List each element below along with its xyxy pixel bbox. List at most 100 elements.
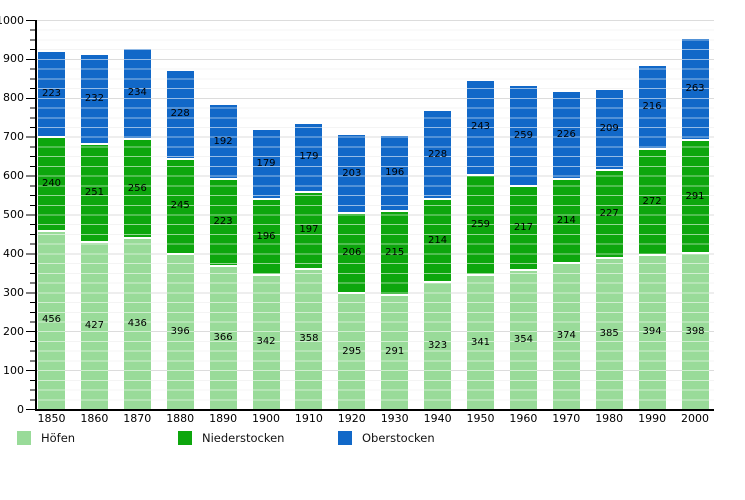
bar-value-label: 234 [127, 87, 147, 99]
x-axis-label-2000: 2000 [681, 412, 709, 425]
bar-segment-höfen-1870: 436 [123, 239, 151, 409]
bar-value-label: 427 [84, 319, 104, 331]
bar-segment-oberstocken-1880: 228 [166, 70, 194, 160]
bar-value-label: 223 [213, 216, 233, 228]
bar-value-label: 256 [127, 182, 147, 194]
bar-value-label: 179 [299, 151, 319, 163]
bar-value-label: 196 [256, 230, 276, 242]
bar-1900: 342 196 179 [252, 130, 280, 409]
bar-segment-höfen-1970: 374 [552, 263, 580, 409]
legend-item-niederstocken: Niederstocken [178, 431, 284, 445]
bar-1850: 456 240 223 [38, 51, 65, 409]
bar-1920: 295 206 203 [338, 135, 366, 409]
bar-value-label: 240 [41, 177, 62, 189]
y-axis-label-600: 600 [3, 169, 24, 183]
bar-segment-niederstocken-2000: 291 [681, 141, 709, 255]
bar-segment-höfen-1910: 358 [295, 269, 323, 409]
bars-layer: 456 240 223 427 251 232 436 256 234 396 245 228 366 2… [37, 20, 714, 409]
legend-swatch-oberstocken [338, 431, 352, 445]
bar-value-label: 214 [556, 214, 576, 226]
bar-1930: 291 215 196 [381, 135, 409, 409]
bar-segment-niederstocken-1880: 245 [166, 159, 194, 255]
bar-segment-oberstocken-2000: 263 [681, 38, 709, 141]
x-axis-label-1980: 1980 [595, 412, 624, 425]
bar-value-label: 358 [299, 333, 319, 345]
y-axis-minor-ticks [30, 20, 35, 410]
bar-segment-niederstocken-1970: 214 [552, 180, 580, 264]
x-axis-label-1960: 1960 [509, 412, 538, 425]
bar-segment-oberstocken-1940: 228 [424, 111, 452, 201]
bar-segment-oberstocken-1980: 209 [595, 89, 623, 171]
legend-item-hofen: Höfen [17, 431, 75, 445]
y-axis-label-200: 200 [3, 324, 24, 338]
y-axis-label-500: 500 [3, 208, 24, 221]
bar-value-label: 192 [213, 135, 233, 147]
x-axis-label-1910: 1910 [294, 412, 323, 425]
y-axis-label-800: 800 [3, 91, 24, 105]
x-axis-label-1990: 1990 [638, 412, 667, 425]
bar-value-label: 245 [170, 200, 190, 212]
bar-segment-oberstocken-1990: 216 [638, 65, 666, 150]
bar-value-label: 263 [685, 82, 705, 94]
bar-segment-niederstocken-1940: 214 [424, 200, 452, 284]
bar-value-label: 228 [170, 108, 190, 120]
bar-segment-oberstocken-1910: 179 [295, 123, 323, 194]
bar-segment-höfen-1880: 396 [166, 254, 194, 409]
bar-segment-höfen-1860: 427 [80, 242, 108, 409]
bar-value-label: 394 [642, 326, 662, 338]
bar-segment-höfen-1990: 394 [638, 255, 666, 409]
bar-value-label: 243 [470, 121, 491, 133]
bar-segment-oberstocken-1850: 223 [38, 51, 65, 139]
bar-segment-niederstocken-1910: 197 [295, 193, 323, 270]
bar-segment-oberstocken-1960: 259 [509, 86, 537, 187]
bar-value-label: 291 [685, 190, 705, 202]
bar-segment-oberstocken-1860: 232 [80, 55, 108, 146]
bar-value-label: 223 [41, 87, 62, 99]
bar-value-label: 291 [385, 346, 405, 358]
x-axis-label-1930: 1930 [380, 412, 409, 425]
y-axis-label-1000: 1000 [0, 13, 24, 27]
bar-1880: 396 245 228 [166, 70, 194, 409]
bar-value-label: 396 [170, 325, 190, 337]
bar-segment-höfen-1890: 366 [209, 266, 237, 409]
bar-1940: 323 214 228 [424, 111, 452, 409]
legend-item-oberstocken: Oberstocken [338, 431, 435, 445]
x-axis-label-1940: 1940 [423, 412, 452, 425]
plot-area: 456 240 223 427 251 232 436 256 234 396 245 228 366 2… [35, 20, 714, 425]
bar-segment-höfen-1980: 385 [595, 259, 623, 409]
y-axis-label-400: 400 [3, 246, 24, 260]
bar-1910: 358 197 179 [295, 123, 323, 409]
bar-value-label: 226 [556, 129, 576, 141]
bar-1860: 427 251 232 [80, 55, 108, 409]
bar-1980: 385 227 209 [595, 89, 623, 409]
x-axis-label-1920: 1920 [337, 412, 366, 425]
legend-label-niederstocken: Niederstocken [202, 431, 285, 445]
bar-segment-niederstocken-1960: 217 [509, 186, 537, 272]
bar-segment-höfen-1940: 323 [424, 283, 452, 409]
y-axis-label-100: 100 [3, 363, 24, 377]
legend-swatch-hofen [17, 431, 31, 445]
bar-value-label: 214 [428, 234, 448, 246]
bar-segment-höfen-1900: 342 [252, 275, 280, 409]
bar-segment-niederstocken-1950: 259 [467, 175, 494, 277]
bar-segment-oberstocken-1890: 192 [209, 105, 237, 180]
bar-segment-niederstocken-1870: 256 [123, 139, 151, 240]
bar-value-label: 398 [685, 325, 705, 337]
bar-1890: 366 223 192 [209, 105, 237, 409]
bar-value-label: 228 [428, 148, 448, 160]
bar-segment-höfen-1930: 291 [381, 295, 409, 409]
legend-swatch-niederstocken [178, 431, 192, 445]
bar-segment-niederstocken-1980: 227 [595, 170, 623, 260]
bar-1870: 436 256 234 [123, 48, 151, 409]
bar-segment-höfen-1850: 456 [38, 231, 65, 409]
bar-value-label: 215 [385, 247, 405, 258]
bar-value-label: 341 [470, 336, 491, 348]
bar-value-label: 251 [84, 187, 104, 199]
bar-value-label: 259 [513, 129, 533, 141]
bar-1960: 354 217 259 [509, 86, 537, 409]
y-axis-label-900: 900 [3, 52, 24, 66]
bar-value-label: 259 [470, 218, 491, 230]
bar-segment-höfen-1920: 295 [338, 294, 366, 409]
bar-segment-oberstocken-1950: 243 [467, 81, 494, 176]
